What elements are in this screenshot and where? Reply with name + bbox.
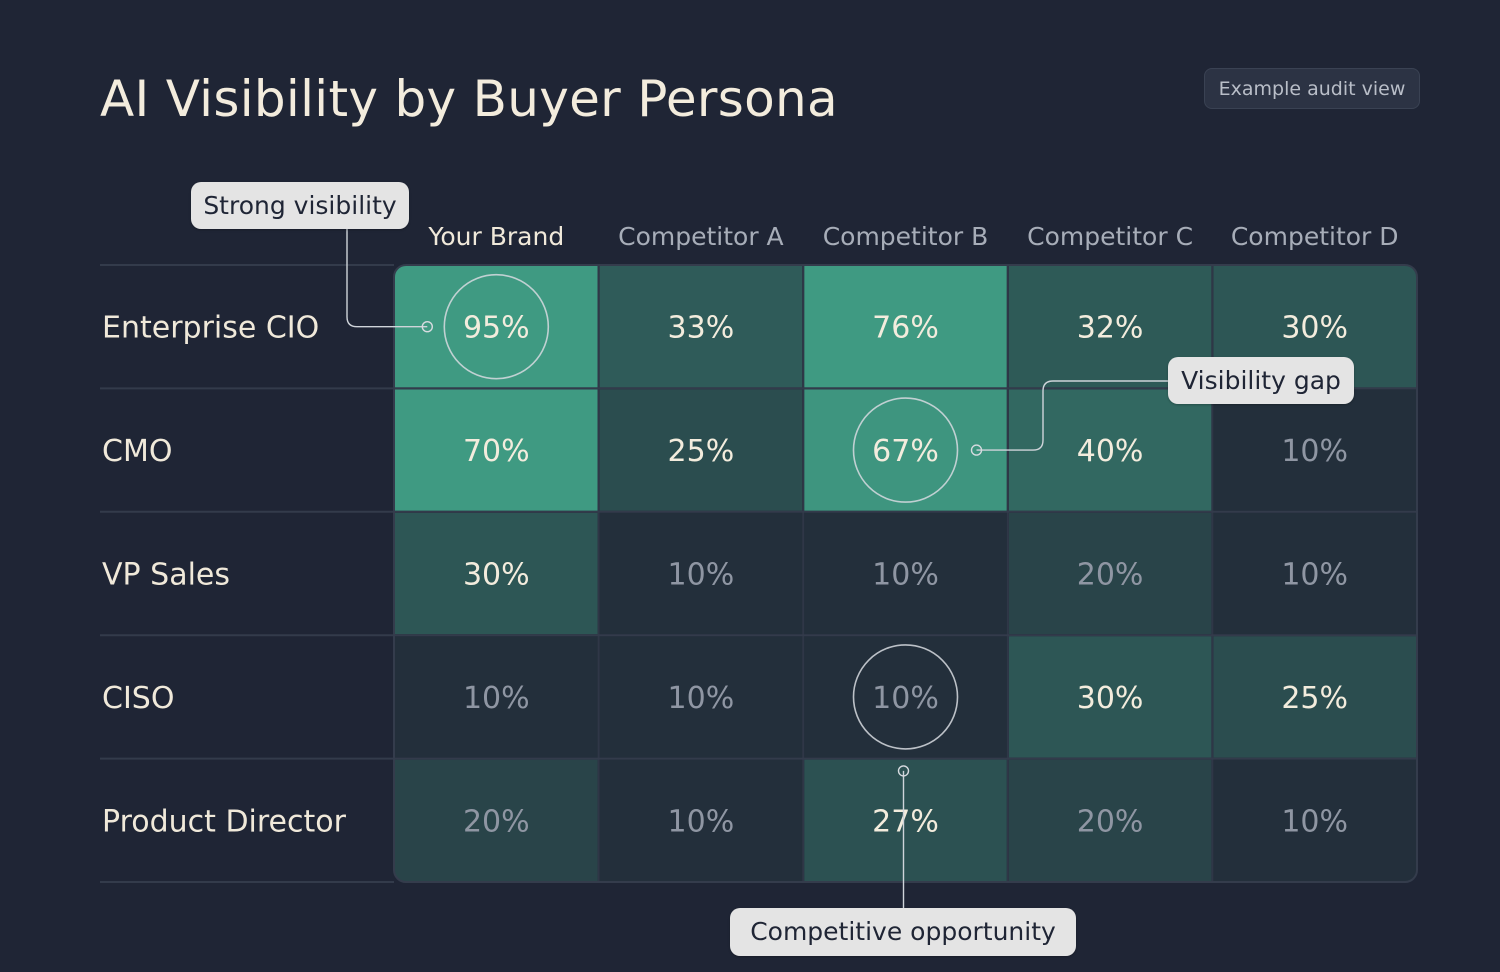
- cell-value: 70%: [463, 434, 530, 469]
- cell-value: 32%: [1077, 311, 1144, 346]
- cell-value: 10%: [1281, 434, 1348, 469]
- heatmap-cell: [1008, 759, 1212, 881]
- heatmap-cell: [804, 636, 1007, 758]
- highlight-ring: [852, 397, 959, 503]
- callout-leader-line: [346, 229, 428, 328]
- cell-value: 10%: [668, 558, 735, 593]
- cell-value: 10%: [668, 681, 735, 716]
- cell-value: 10%: [1281, 558, 1348, 593]
- cell-value: 67%: [872, 434, 939, 469]
- cell-value: 10%: [463, 681, 530, 716]
- column-header: Competitor A: [618, 222, 784, 251]
- cell-value: 20%: [1077, 558, 1144, 593]
- heatmap-cell: [395, 512, 598, 635]
- cell-value: 40%: [1077, 434, 1144, 469]
- cell-value: 10%: [872, 681, 939, 716]
- cell-value: 76%: [872, 311, 939, 346]
- cell-value: 25%: [668, 434, 735, 469]
- heatmap-cell: [395, 266, 598, 388]
- column-header: Competitor C: [1027, 222, 1193, 251]
- cell-value: 10%: [872, 558, 939, 593]
- column-header: Competitor D: [1231, 222, 1399, 251]
- heatmap-cell: [1213, 389, 1416, 511]
- row-label: CISO: [102, 681, 174, 716]
- heatmap-cell: [599, 266, 803, 388]
- cell-value: 33%: [668, 311, 735, 346]
- cell-value: 30%: [1077, 681, 1144, 716]
- column-header: Your Brand: [427, 222, 564, 251]
- highlight-ring: [852, 644, 959, 750]
- cell-value: 95%: [463, 311, 530, 346]
- example-audit-badge: Example audit view: [1204, 68, 1420, 109]
- heatmap-cell: [1213, 636, 1416, 758]
- heatmap-cell: [804, 389, 1007, 511]
- row-label: Enterprise CIO: [102, 311, 319, 346]
- heatmap-cell: [804, 512, 1007, 635]
- cell-value: 10%: [668, 804, 735, 839]
- heatmap-cell: [804, 266, 1007, 388]
- column-header: Competitor B: [823, 222, 989, 251]
- row-label: Product Director: [102, 804, 347, 839]
- row-label: CMO: [102, 434, 172, 469]
- cell-value: 27%: [872, 804, 939, 839]
- cell-value: 30%: [463, 558, 530, 593]
- heatmap-cell: [395, 759, 598, 881]
- callout-anchor-dot: [970, 444, 983, 456]
- callout-anchor-dot: [421, 321, 433, 333]
- heatmap-cell: [395, 389, 598, 511]
- highlight-ring: [443, 273, 550, 380]
- grid-border: [393, 264, 1418, 883]
- page-title: AI Visibility by Buyer Persona: [100, 70, 838, 128]
- callout-anchor-dot: [897, 765, 910, 777]
- heatmap-cell: [1008, 512, 1212, 635]
- heatmap-cell: [1008, 636, 1212, 758]
- cell-value: 20%: [463, 804, 530, 839]
- callout-leader-line: [976, 380, 1168, 451]
- heatmap-cell: [599, 389, 803, 511]
- heatmap-cell: [1213, 512, 1416, 635]
- heatmap-cell: [599, 512, 803, 635]
- cell-value: 20%: [1077, 804, 1144, 839]
- row-label: VP Sales: [102, 558, 230, 593]
- callout-label: Visibility gap: [1168, 357, 1354, 404]
- cell-value: 25%: [1281, 681, 1348, 716]
- heatmap-cell: [395, 636, 598, 758]
- heatmap-cell: [599, 759, 803, 881]
- heatmap-cell: [599, 636, 803, 758]
- heatmap-cell: [804, 759, 1007, 881]
- callout-label: Strong visibility: [191, 182, 409, 229]
- cell-value: 30%: [1281, 311, 1348, 346]
- cell-value: 10%: [1281, 804, 1348, 839]
- heatmap-cell: [1213, 759, 1416, 881]
- callout-label: Competitive opportunity: [730, 908, 1076, 956]
